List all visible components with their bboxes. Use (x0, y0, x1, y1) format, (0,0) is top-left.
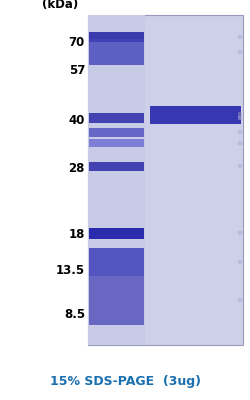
Text: 13.5: 13.5 (56, 264, 85, 276)
Bar (88, 15, 242, 345)
Bar (89, 248, 144, 276)
Text: 18: 18 (68, 228, 85, 242)
Text: 15% SDS-PAGE  (3ug): 15% SDS-PAGE (3ug) (50, 376, 200, 388)
Text: 8.5: 8.5 (64, 308, 85, 322)
Bar (150, 106, 240, 124)
Bar (237, 298, 241, 302)
Text: 57: 57 (68, 64, 85, 76)
Text: 40: 40 (68, 114, 85, 126)
Bar (237, 112, 241, 118)
Text: (kDa): (kDa) (42, 0, 78, 11)
Bar (89, 139, 144, 147)
Bar (89, 32, 144, 42)
Bar (237, 141, 241, 145)
Bar (88, 15, 144, 345)
Text: 70: 70 (68, 36, 85, 48)
Bar (237, 50, 241, 54)
Bar (237, 260, 241, 264)
Bar (237, 231, 241, 235)
Bar (237, 35, 241, 39)
Bar (89, 128, 144, 136)
Bar (89, 162, 144, 170)
Bar (237, 164, 241, 168)
Bar (237, 116, 241, 120)
Bar (89, 113, 144, 123)
Bar (89, 39, 144, 65)
Bar (89, 228, 144, 238)
Bar (89, 275, 144, 325)
Text: 28: 28 (68, 162, 85, 174)
Bar (237, 130, 241, 134)
